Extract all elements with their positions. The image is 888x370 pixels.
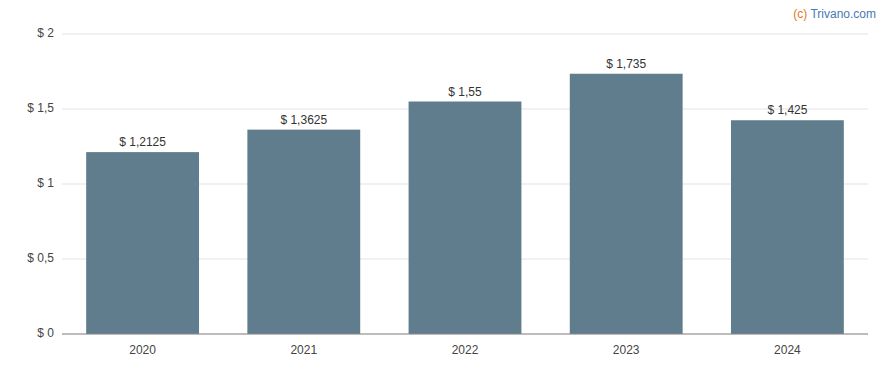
bar <box>731 120 844 334</box>
bar <box>570 74 683 334</box>
watermark: (c) Trivano.com <box>793 7 876 21</box>
grid <box>62 34 868 334</box>
y-tick-label: $ 1 <box>37 176 54 190</box>
bar <box>86 152 199 334</box>
data-label: $ 1,425 <box>767 103 807 117</box>
x-tick-label: 2020 <box>129 343 156 357</box>
data-label: $ 1,3625 <box>280 113 327 127</box>
grid-line <box>62 34 868 35</box>
watermark-part: Trivano.com <box>810 7 876 21</box>
data-label: $ 1,735 <box>606 57 646 71</box>
bar <box>409 102 522 335</box>
bars <box>86 74 844 334</box>
bar <box>247 130 360 334</box>
x-tick-label: 2021 <box>290 343 317 357</box>
x-tick-label: 2022 <box>452 343 479 357</box>
data-labels: $ 1,2125 $ 1,3625 $ 1,55 $ 1,735 $ 1,425 <box>119 57 807 149</box>
chart: $ 0 $ 0,5 $ 1 $ 1,5 $ 2 $ 1,2125 $ 1,3625 $ 1,5… <box>0 0 888 370</box>
y-tick-label: $ 0,5 <box>27 251 54 265</box>
x-axis: 2020 2021 2022 2023 2024 <box>62 334 868 357</box>
data-label: $ 1,2125 <box>119 135 166 149</box>
y-tick-label: $ 2 <box>37 26 54 40</box>
grid-line <box>62 334 868 335</box>
chart-container: $ 0 $ 0,5 $ 1 $ 1,5 $ 2 $ 1,2125 $ 1,3625 $ 1,5… <box>0 0 888 370</box>
x-tick-label: 2023 <box>613 343 640 357</box>
data-label: $ 1,55 <box>448 85 482 99</box>
x-tick-label: 2024 <box>774 343 801 357</box>
y-axis: $ 0 $ 0,5 $ 1 $ 1,5 $ 2 <box>27 26 54 340</box>
x-axis-line <box>62 334 868 335</box>
y-tick-label: $ 0 <box>37 326 54 340</box>
watermark-part: (c) <box>793 7 810 21</box>
y-tick-label: $ 1,5 <box>27 101 54 115</box>
